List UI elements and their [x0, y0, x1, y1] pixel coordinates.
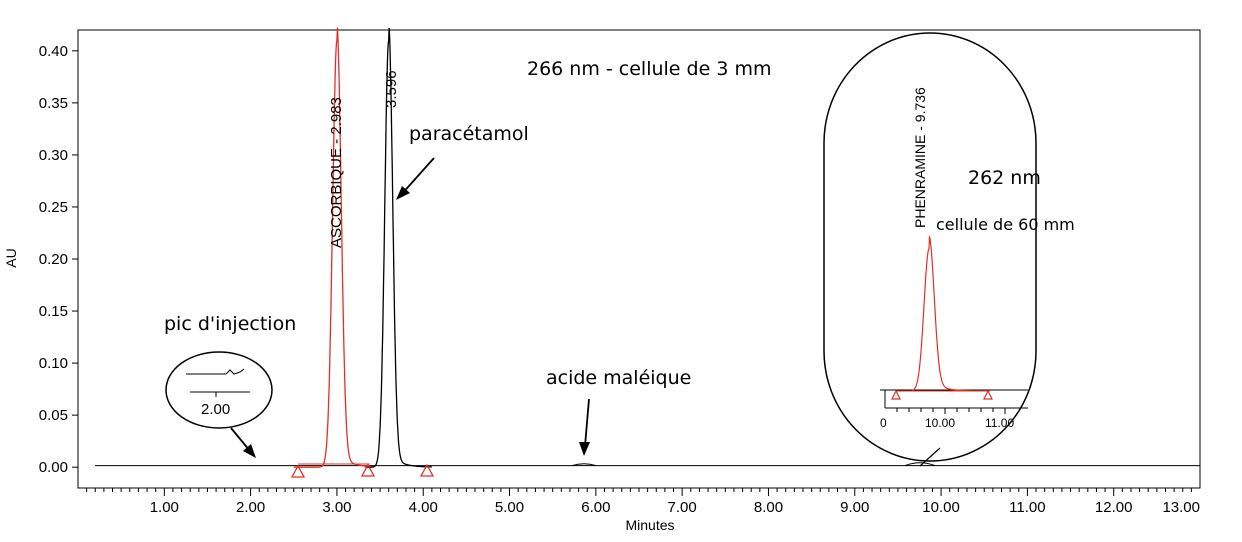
- arrowhead-maleique: [579, 442, 590, 456]
- x-axis: 1.00 2.00 3.00 4.00 5.00 6.00 7.00 8.00 9.00 10.0…: [86, 488, 1200, 516]
- arrow-injection: [230, 427, 251, 452]
- x-tick-label: 1.00: [150, 499, 179, 516]
- y-tick-label: 0.25: [39, 199, 68, 216]
- arrow-maleique: [584, 398, 590, 447]
- maleique-main-bump: [571, 463, 597, 467]
- peak-label-ascorbique: ASCORBIQUE - 2.983: [328, 97, 345, 248]
- x-tick-label: 7.00: [668, 499, 697, 516]
- injection-inset-circle: [165, 351, 273, 429]
- x-tick-label: 5.00: [495, 499, 524, 516]
- x-tick-label: 6.00: [581, 499, 610, 516]
- phenramine-inset-minor-ticks: [896, 408, 1006, 414]
- y-tick-label: 0.05: [39, 407, 68, 424]
- peak-trace-0: [293, 27, 375, 468]
- arrowhead-paracetamol: [396, 186, 410, 200]
- x-tick-label: 3.00: [322, 499, 351, 516]
- phenramine-inset-tick-0: 0: [880, 416, 887, 430]
- series-layer: [293, 27, 432, 468]
- phenramine-inset-frame: [823, 32, 1037, 462]
- x-tick-label: 13.00: [1162, 499, 1200, 516]
- phenramine-base-marker-left: [891, 389, 901, 400]
- x-tick-label: 12.00: [1095, 499, 1133, 516]
- peak-trace-1: [365, 27, 432, 468]
- x-tick-label: 2.00: [236, 499, 265, 516]
- annotation-wavelength: 266 nm - cellule de 3 mm: [527, 58, 771, 80]
- annotation-injection: pic d'injection: [164, 313, 296, 335]
- annotation-262nm: 262 nm: [968, 167, 1041, 189]
- injection-inset-tick: 2.00: [201, 401, 230, 418]
- marker-paracetamol-start: [360, 463, 376, 477]
- arrowhead-injection: [243, 444, 256, 458]
- peak-label-phenramine: PHENRAMINE - 9.736: [912, 87, 928, 228]
- peak-label-paracetamol: 3.596: [383, 70, 400, 108]
- x-tick-label: 9.00: [840, 499, 869, 516]
- injection-inset-trace: [186, 368, 245, 375]
- x-tick-label: 4.00: [409, 499, 438, 516]
- phenramine-base-marker-right: [983, 389, 993, 400]
- annotation-paracetamol: paracétamol: [409, 123, 529, 145]
- x-axis-title: Minutes: [625, 517, 674, 533]
- y-axis: 0.00 0.05 0.10 0.15 0.20 0.25 0.30 0.35 0.40: [39, 43, 78, 476]
- x-tick-label: 11.00: [1009, 499, 1045, 516]
- marker-ascorbique-start: [290, 464, 306, 478]
- x-tick-label: 8.00: [754, 499, 783, 516]
- annotation-maleique: acide maléique: [546, 367, 691, 389]
- y-tick-label: 0.00: [39, 459, 68, 476]
- phenramine-inset-tick-11: 11.00: [985, 416, 1014, 430]
- phenramine-main-bump: [904, 462, 936, 467]
- y-tick-label: 0.10: [39, 355, 68, 372]
- y-axis-title: AU: [3, 248, 19, 267]
- x-tick-label: 10.00: [922, 499, 960, 516]
- y-tick-label: 0.30: [39, 147, 68, 164]
- annotation-cellule-60: cellule de 60 mm: [936, 215, 1075, 234]
- marker-paracetamol-end: [419, 463, 435, 477]
- phenramine-inset-tick-10: 10.00: [925, 416, 955, 430]
- y-tick-label: 0.40: [39, 43, 68, 60]
- y-tick-label: 0.20: [39, 251, 68, 268]
- y-tick-label: 0.35: [39, 95, 68, 112]
- y-tick-label: 0.15: [39, 303, 68, 320]
